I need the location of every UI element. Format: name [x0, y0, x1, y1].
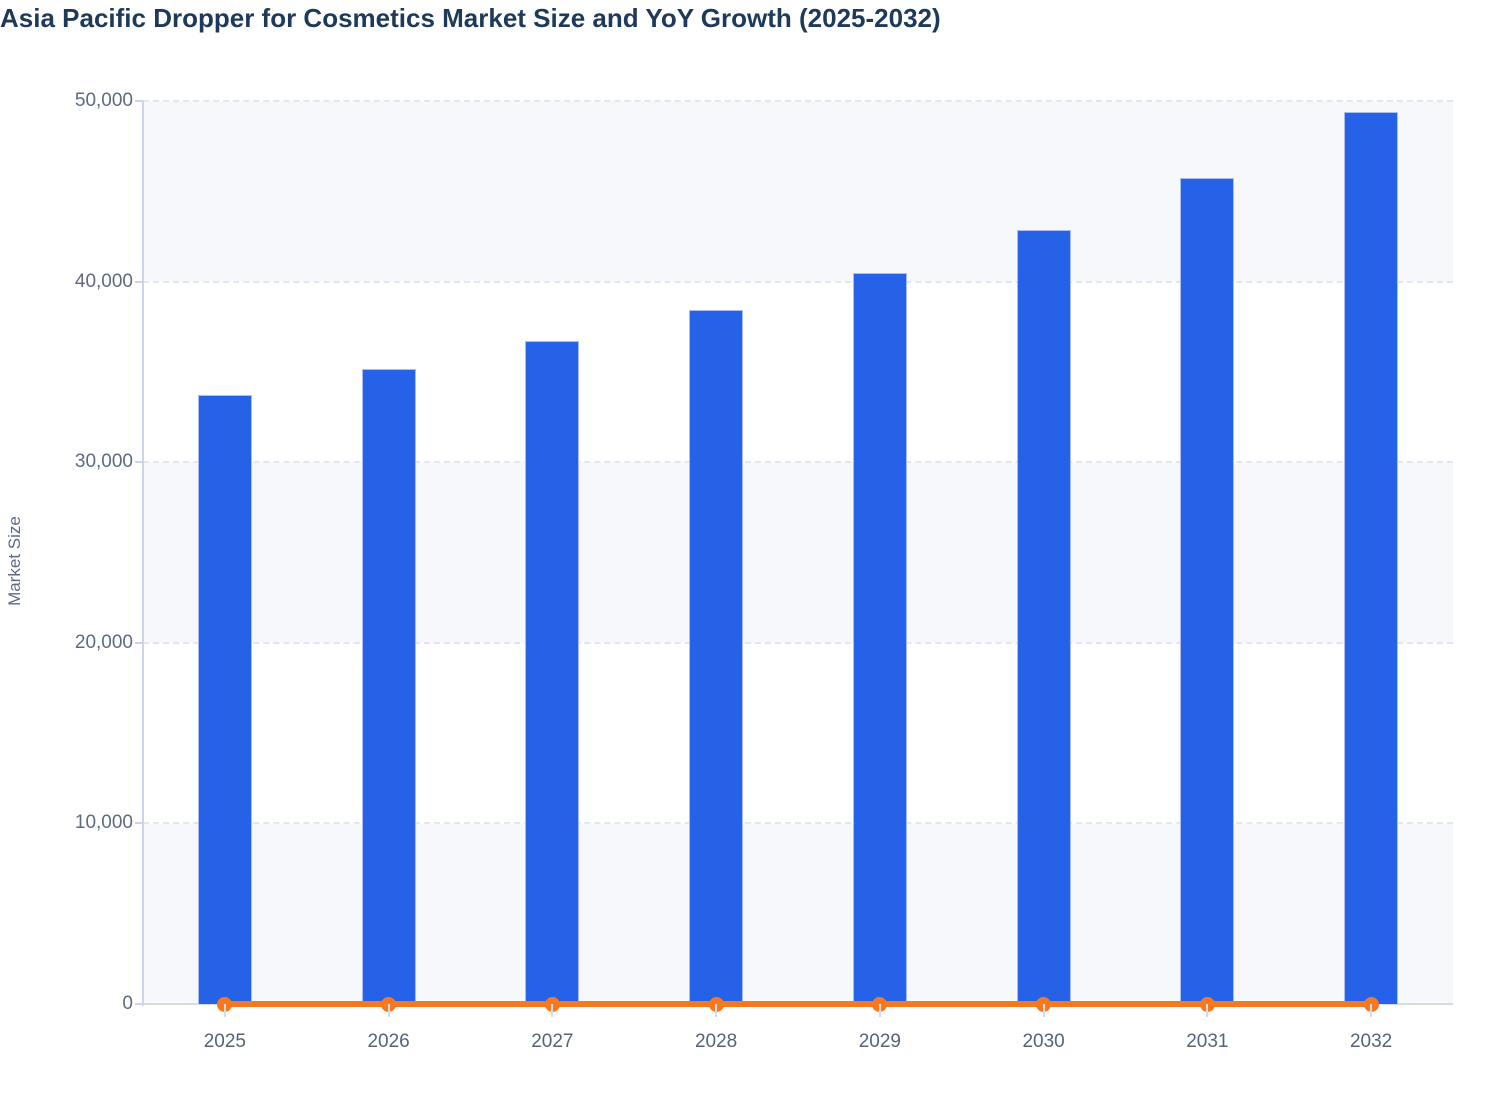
bar-2025[interactable]: [197, 395, 252, 1004]
y-axis-title: Market Size: [5, 516, 24, 606]
y-tick-0: [135, 1003, 143, 1005]
x-tick-2026: [387, 1004, 390, 1017]
x-label-2025: 2025: [203, 1031, 247, 1052]
bar-2028[interactable]: [689, 310, 744, 1004]
chart-title: Asia Pacific Dropper for Cosmetics Marke…: [0, 3, 941, 33]
y-tick-50000: [135, 100, 143, 102]
y-axis-line: [142, 101, 144, 1006]
gridline-10000: [143, 822, 1453, 825]
y-tick-40000: [135, 280, 143, 283]
x-tick-2031: [1206, 1004, 1209, 1017]
x-tick-2028: [715, 1004, 718, 1017]
y-tick-30000: [135, 461, 143, 464]
x-tick-2032: [1370, 1004, 1373, 1017]
bar-2026[interactable]: [361, 369, 416, 1004]
gridline-40000: [143, 280, 1453, 283]
gridline-30000: [143, 461, 1453, 464]
x-tick-2029: [878, 1004, 881, 1017]
bar-2031[interactable]: [1180, 177, 1235, 1004]
x-label-2028: 2028: [694, 1031, 738, 1052]
x-label-2029: 2029: [858, 1031, 902, 1052]
y-tick-label-40000: 40,000: [74, 270, 133, 292]
x-label-2030: 2030: [1022, 1031, 1065, 1052]
y-tick-label-20000: 20,000: [74, 631, 133, 653]
y-tick-10000: [135, 822, 143, 825]
gridline-20000: [143, 641, 1453, 644]
x-label-2032: 2032: [1349, 1031, 1393, 1052]
x-tick-2030: [1042, 1004, 1045, 1017]
y-tick-label-0: 0: [122, 993, 133, 1014]
bar-2027[interactable]: [525, 341, 580, 1004]
x-label-2027: 2027: [531, 1031, 574, 1052]
bar-2032[interactable]: [1344, 111, 1399, 1004]
x-tick-2027: [551, 1004, 554, 1017]
bar-2029[interactable]: [852, 273, 907, 1004]
yoy-growth-line[interactable]: [224, 1001, 1372, 1007]
x-tick-2025: [223, 1004, 226, 1017]
x-label-2026: 2026: [367, 1031, 410, 1052]
y-tick-20000: [135, 641, 143, 644]
plot-area: [143, 101, 1453, 1004]
y-tick-label-50000: 50,000: [74, 90, 133, 111]
y-tick-label-30000: 30,000: [74, 451, 133, 473]
x-label-2031: 2031: [1186, 1031, 1229, 1052]
gridline-50000: [143, 100, 1453, 102]
bar-2030[interactable]: [1016, 230, 1071, 1004]
y-tick-label-10000: 10,000: [74, 812, 133, 834]
